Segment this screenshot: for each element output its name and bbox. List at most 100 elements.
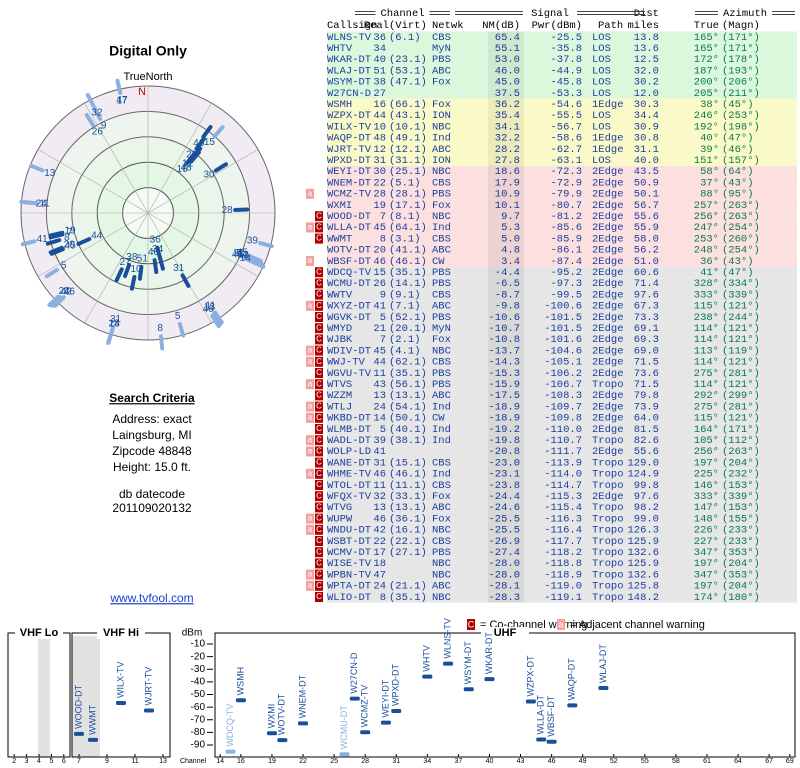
- row-background: [327, 479, 797, 491]
- datecode-label: db datecode: [119, 487, 185, 501]
- table-cell: -116.3: [544, 513, 582, 525]
- table-cell: -101.5: [544, 312, 582, 324]
- x-tick-label: 31: [392, 758, 400, 765]
- station-mark: [157, 255, 165, 271]
- station-label: 22: [58, 286, 70, 297]
- warning-box: [315, 379, 323, 390]
- x-tick-label: 43: [517, 758, 525, 765]
- table-cell: MyN: [432, 323, 451, 335]
- station-label: 46: [203, 304, 215, 315]
- x-tick-label: 13: [159, 758, 167, 765]
- table-cell: 125.9: [627, 558, 659, 570]
- table-cell: -119.0: [544, 581, 582, 593]
- table-cell: -13.7: [488, 345, 520, 357]
- table-cell: -10.6: [488, 312, 520, 324]
- table-cell: 64.0: [634, 413, 659, 425]
- table-cell: 32.0: [634, 65, 659, 77]
- table-cell: 256°: [694, 211, 719, 223]
- table-cell: 2Edge: [592, 323, 624, 335]
- row-background: [327, 345, 797, 357]
- table-cell: (254°): [722, 245, 760, 257]
- table-cell: (20.1): [389, 323, 427, 335]
- table-cell: 5: [380, 312, 386, 324]
- table-cell: 50.1: [634, 189, 659, 201]
- table-cell: 2Edge: [592, 345, 624, 357]
- station-mark: [44, 267, 59, 279]
- table-cell: (232°): [722, 469, 760, 481]
- station-label: 11: [39, 199, 50, 210]
- table-cell: (12.1): [389, 144, 427, 156]
- table-cell: 55.1: [495, 43, 520, 55]
- row-background: [327, 188, 797, 200]
- table-cell: 2Edge: [592, 267, 624, 279]
- table-cell: 1Edge: [592, 144, 624, 156]
- y-tick-label: -20: [191, 651, 206, 662]
- table-cell: 2Edge: [592, 233, 624, 245]
- table-cell: (2.1): [389, 334, 421, 346]
- warning-symbol: C: [316, 312, 322, 321]
- table-cell: 97.6: [634, 491, 659, 503]
- site-link[interactable]: www.tvfool.com: [109, 591, 193, 605]
- row-background: [327, 87, 797, 99]
- table-cell: 125.8: [627, 581, 659, 593]
- table-cell: 253°: [694, 233, 719, 245]
- warning-symbol: C: [316, 402, 322, 411]
- station-label: 13: [204, 302, 216, 313]
- table-cell: 227°: [694, 536, 719, 548]
- table-cell: Ind: [432, 435, 451, 447]
- table-cell: 10.1: [495, 200, 520, 212]
- station-mark: [211, 312, 223, 327]
- table-cell: (49.1): [389, 133, 427, 145]
- row-background: [327, 109, 797, 121]
- x-tick-label: 34: [423, 758, 431, 765]
- table-cell: ABC: [432, 581, 451, 593]
- station-label: 34: [152, 244, 164, 255]
- table-cell: 197°: [694, 581, 719, 593]
- adj-symbol: a: [558, 619, 563, 629]
- panel-title: VHF Hi: [103, 627, 139, 639]
- table-cell: -118.9: [544, 569, 582, 581]
- signal-label: WCMU-DT: [339, 705, 349, 749]
- table-cell: -95.2: [550, 267, 582, 279]
- table-cell: (54.1): [389, 401, 427, 413]
- table-cell: (45°): [722, 99, 754, 111]
- table-cell: -118.8: [544, 558, 582, 570]
- table-cell: 5: [380, 424, 386, 436]
- table-cell: 53.0: [495, 54, 520, 66]
- table-cell: -111.7: [544, 446, 582, 458]
- warning-box: [306, 513, 314, 524]
- table-cell: (64.1): [389, 222, 427, 234]
- table-cell: (13.1): [389, 502, 427, 514]
- table-cell: 146°: [694, 480, 719, 492]
- table-cell: 165°: [694, 32, 719, 44]
- warning-symbol: a: [308, 435, 313, 444]
- x-tick-label: 64: [734, 758, 742, 765]
- table-cell: -101.5: [544, 323, 582, 335]
- table-cell: 37°: [700, 177, 719, 189]
- y-tick-label: -50: [191, 689, 206, 700]
- table-cell: CBS: [432, 233, 451, 245]
- table-cell: (353°): [722, 569, 760, 581]
- table-cell: 164°: [694, 424, 719, 436]
- table-cell: 32.2: [495, 133, 520, 145]
- station-label: 41: [37, 234, 49, 245]
- table-cell: 99.0: [634, 513, 659, 525]
- table-cell: 2Edge: [592, 424, 624, 436]
- table-cell: (46.1): [389, 256, 427, 268]
- warning-box: [315, 536, 323, 546]
- y-tick-label: -30: [191, 664, 206, 675]
- table-cell: 46: [373, 513, 386, 525]
- table-cell: 2Edge: [592, 245, 624, 257]
- warning-symbol: C: [316, 357, 322, 366]
- table-cell: 187°: [694, 65, 719, 77]
- table-cell: 24: [373, 401, 386, 413]
- signal-mark: [422, 674, 433, 679]
- table-cell: 18: [373, 558, 386, 570]
- table-cell: ION: [432, 155, 451, 167]
- y-tick-label: -40: [191, 677, 206, 688]
- y-tick-label: -70: [191, 714, 206, 725]
- table-cell: 2Edge: [592, 334, 624, 346]
- table-cell: 41°: [700, 267, 719, 279]
- table-cell: 35.4: [495, 110, 520, 122]
